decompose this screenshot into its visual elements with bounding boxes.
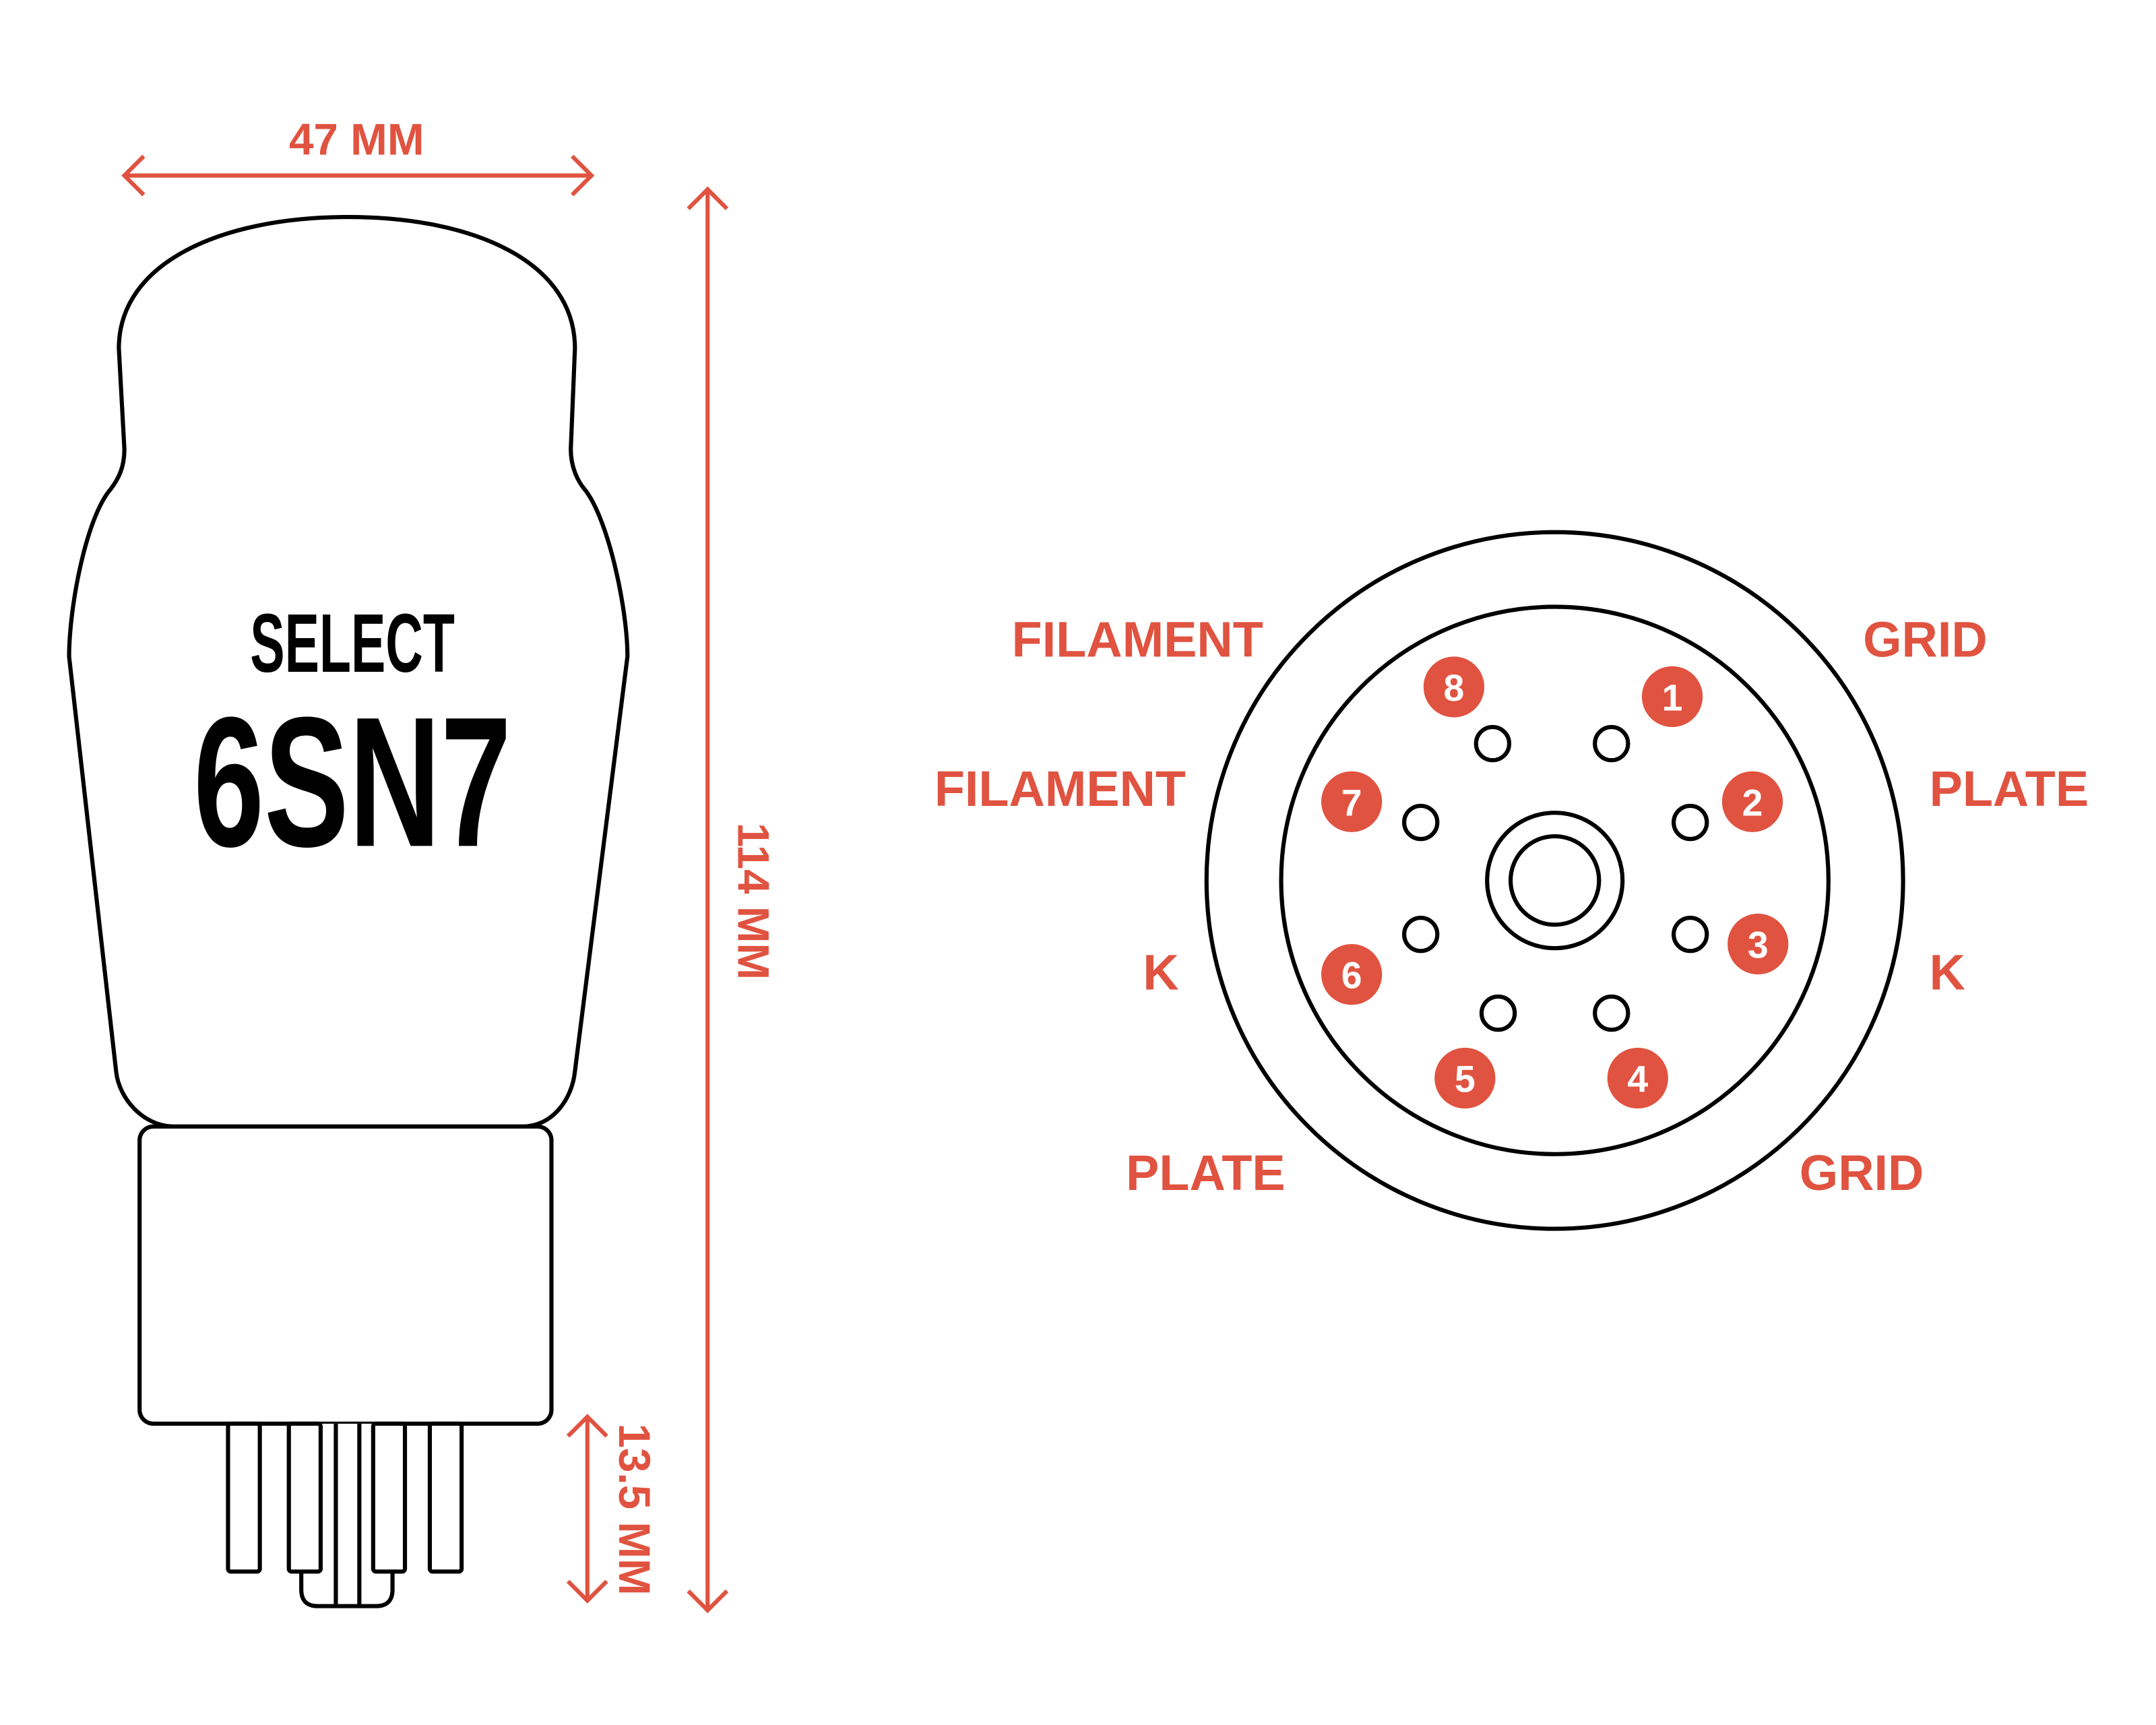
tube-pin bbox=[371, 1421, 408, 1574]
label-pin-6: K bbox=[1143, 945, 1178, 1001]
svg-text:4: 4 bbox=[1627, 1059, 1648, 1100]
tube-base bbox=[137, 1124, 554, 1426]
width-dimension bbox=[121, 154, 595, 197]
pin-hole bbox=[1402, 915, 1440, 953]
tube-pin bbox=[427, 1421, 464, 1574]
label-pin-7: FILAMENT bbox=[934, 761, 1186, 817]
pin-badge-7: 7 bbox=[1321, 771, 1383, 832]
pin-hole bbox=[1473, 724, 1512, 763]
socket-outer-ring bbox=[1204, 530, 1905, 1231]
svg-text:5: 5 bbox=[1455, 1059, 1476, 1100]
tube-pin bbox=[226, 1421, 262, 1574]
tube-glass bbox=[67, 214, 630, 1129]
height-dimension bbox=[687, 186, 729, 1614]
pin-badge-3: 3 bbox=[1727, 913, 1789, 975]
pin-length-dimension bbox=[566, 1414, 608, 1604]
pin-badge-1: 1 bbox=[1641, 666, 1703, 727]
svg-text:2: 2 bbox=[1742, 782, 1763, 823]
socket-center-inner bbox=[1508, 834, 1602, 927]
label-pin-8: FILAMENT bbox=[1012, 611, 1263, 667]
pin-badge-6: 6 bbox=[1321, 944, 1383, 1005]
svg-text:8: 8 bbox=[1444, 667, 1465, 709]
socket-center-outer bbox=[1485, 811, 1625, 951]
pin-badge-5: 5 bbox=[1434, 1047, 1496, 1109]
tube-model: 6SN7 bbox=[193, 679, 511, 885]
svg-text:1: 1 bbox=[1662, 677, 1683, 718]
tube-brand: SELECT bbox=[250, 598, 455, 690]
svg-text:3: 3 bbox=[1748, 924, 1769, 966]
pin-hole bbox=[1479, 994, 1517, 1032]
pin-hole bbox=[1593, 994, 1630, 1032]
pin-badge-4: 4 bbox=[1607, 1047, 1668, 1109]
pin-hole bbox=[1672, 803, 1709, 842]
pin-hole bbox=[1402, 803, 1440, 842]
pin-badge-8: 8 bbox=[1423, 656, 1485, 718]
label-pin-5: PLATE bbox=[1126, 1145, 1286, 1201]
width-label: 47 MM bbox=[289, 115, 424, 164]
pin-length-label: 13.5 MM bbox=[610, 1423, 659, 1595]
label-pin-3: K bbox=[1930, 945, 1965, 1001]
pin-badges: 1 2 3 4 5 6 7 8 bbox=[1321, 656, 1789, 1109]
height-label: 114 MM bbox=[728, 823, 778, 980]
tube-pin bbox=[286, 1421, 323, 1574]
svg-text:7: 7 bbox=[1341, 782, 1362, 823]
pin-hole bbox=[1672, 915, 1709, 953]
socket-diagram bbox=[1204, 530, 1905, 1231]
tube-key bbox=[299, 1423, 395, 1608]
svg-text:6: 6 bbox=[1341, 955, 1362, 997]
label-pin-1: GRID bbox=[1863, 611, 1988, 667]
pin-badge-2: 2 bbox=[1721, 771, 1783, 832]
label-pin-2: PLATE bbox=[1930, 761, 2089, 817]
tube-pins bbox=[226, 1421, 464, 1574]
pin-hole bbox=[1593, 724, 1630, 763]
label-pin-4: GRID bbox=[1800, 1145, 1924, 1201]
socket-inner-ring bbox=[1279, 604, 1831, 1156]
